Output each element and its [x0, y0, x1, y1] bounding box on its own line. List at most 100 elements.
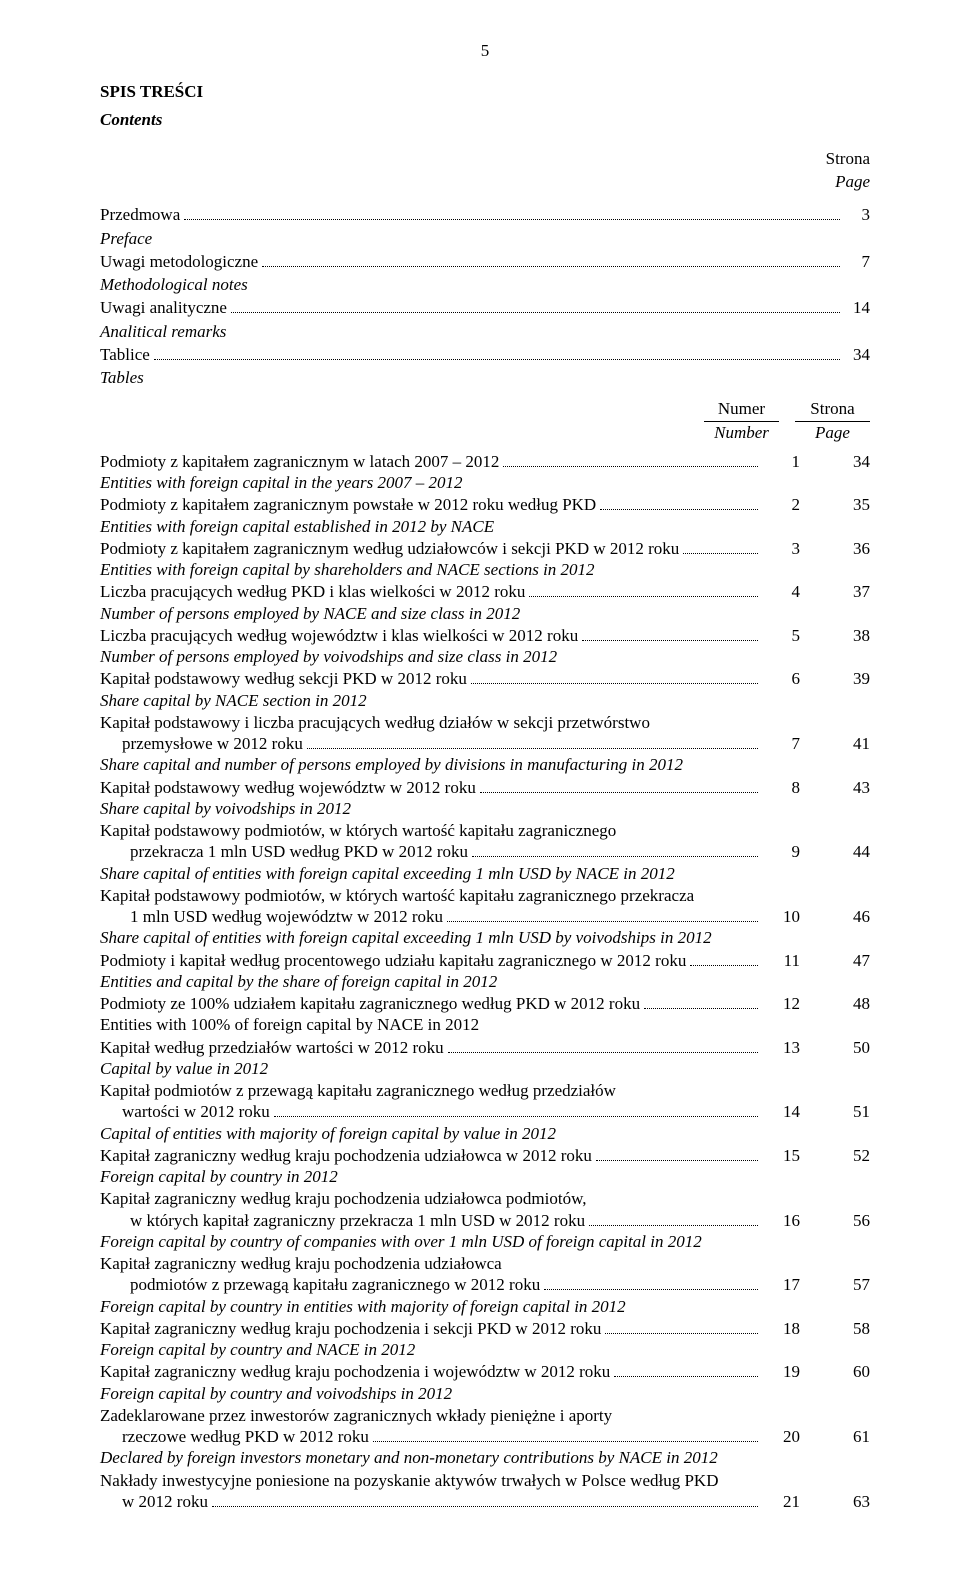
toc-title-text: Kapitał zagraniczny według kraju pochodz…	[100, 1318, 601, 1339]
heading-en: Contents	[100, 109, 870, 130]
toc-entry-page: 56	[800, 1210, 870, 1231]
toc-title-last-line: wartości w 2012 roku1451	[100, 1101, 870, 1122]
toc-entry-english: Declared by foreign investors monetary a…	[100, 1447, 870, 1468]
toc-title-text: Kapitał zagraniczny według kraju pochodz…	[100, 1361, 610, 1382]
toc-entry-english: Share capital by NACE section in 2012	[100, 690, 870, 711]
toc-entry-page: 44	[800, 841, 870, 862]
dot-leader	[274, 1103, 758, 1118]
front-page-number: 3	[846, 204, 870, 225]
toc-entry-number: 7	[764, 733, 800, 754]
dot-leader	[471, 670, 758, 685]
toc-entry-english: Foreign capital by country and voivodshi…	[100, 1383, 870, 1404]
toc-entry: Kapitał podstawowy według województw w 2…	[100, 777, 870, 820]
toc-entry: Kapitał zagraniczny według kraju pochodz…	[100, 1318, 870, 1361]
dot-leader	[262, 252, 840, 267]
toc-title-line: Kapitał podstawowy podmiotów, w których …	[100, 820, 870, 841]
toc-entry: Kapitał podmiotów z przewagą kapitału za…	[100, 1080, 870, 1144]
toc-entry-page: 63	[800, 1491, 870, 1512]
toc-entry-english: Entities with 100% of foreign capital by…	[100, 1014, 870, 1035]
toc-entry-page: 50	[800, 1037, 870, 1058]
column-label-strona: Strona	[100, 148, 870, 169]
toc-entry-page: 57	[800, 1274, 870, 1295]
toc-entry: Kapitał podstawowy według sekcji PKD w 2…	[100, 668, 870, 711]
dot-leader	[212, 1492, 758, 1507]
toc-entry-page: 51	[800, 1101, 870, 1122]
dot-leader	[529, 583, 758, 598]
toc-entry-english: Share capital of entities with foreign c…	[100, 863, 870, 884]
toc-entry-number: 16	[764, 1210, 800, 1231]
toc-title-last-line: Podmioty z kapitałem zagranicznym według…	[100, 538, 870, 559]
toc-entry: Kapitał zagraniczny według kraju pochodz…	[100, 1361, 870, 1404]
front-row: Tablice34	[100, 344, 870, 365]
toc-title-text: w których kapitał zagraniczny przekracza…	[130, 1210, 585, 1231]
dot-leader	[544, 1276, 758, 1291]
toc-title-text: Podmioty z kapitałem zagranicznym powsta…	[100, 494, 596, 515]
toc-entry-english: Entities with foreign capital by shareho…	[100, 559, 870, 580]
page-number-top: 5	[100, 40, 870, 61]
toc-title-last-line: w których kapitał zagraniczny przekracza…	[100, 1210, 870, 1231]
toc-title-text: Podmioty z kapitałem zagranicznym według…	[100, 538, 679, 559]
toc-entry-page: 58	[800, 1318, 870, 1339]
front-label-en: Methodological notes	[100, 274, 870, 295]
dot-leader	[472, 843, 758, 858]
column-label-strona-2: Strona	[795, 398, 870, 421]
toc-title-last-line: rzeczowe według PKD w 2012 roku2061	[100, 1426, 870, 1447]
toc-title-last-line: przemysłowe w 2012 roku741	[100, 733, 870, 754]
toc-title-text: w 2012 roku	[122, 1491, 208, 1512]
toc-entry-number: 21	[764, 1491, 800, 1512]
toc-entry: Kapitał zagraniczny według kraju pochodz…	[100, 1253, 870, 1317]
toc-title-last-line: Podmioty i kapitał według procentowego u…	[100, 950, 870, 971]
toc-entry-number: 13	[764, 1037, 800, 1058]
toc-title-last-line: w 2012 roku 2163	[100, 1491, 870, 1512]
toc-entry-english: Capital of entities with majority of for…	[100, 1123, 870, 1144]
toc-title-last-line: Kapitał podstawowy według sekcji PKD w 2…	[100, 668, 870, 689]
toc-title-text: Podmioty z kapitałem zagranicznym w lata…	[100, 451, 499, 472]
dot-leader	[605, 1319, 758, 1334]
toc-entry: Liczba pracujących według województw i k…	[100, 625, 870, 668]
toc-entry: Kapitał podstawowy i liczba pracujących …	[100, 712, 870, 776]
toc-entry-english: Entities with foreign capital establishe…	[100, 516, 870, 537]
toc-title-last-line: Kapitał zagraniczny według kraju pochodz…	[100, 1145, 870, 1166]
toc-entry: Liczba pracujących według PKD i klas wie…	[100, 581, 870, 624]
dot-leader	[589, 1211, 758, 1226]
dot-leader	[480, 778, 758, 793]
front-label-pl: Uwagi analityczne	[100, 297, 227, 318]
dot-leader	[447, 907, 758, 922]
toc-entry-number: 5	[764, 625, 800, 646]
toc-title-last-line: Kapitał podstawowy według województw w 2…	[100, 777, 870, 798]
toc-entry-page: 36	[800, 538, 870, 559]
front-page-number: 34	[846, 344, 870, 365]
front-row: Uwagi analityczne 14	[100, 297, 870, 318]
dot-leader	[596, 1146, 758, 1161]
toc-entry-page: 61	[800, 1426, 870, 1447]
toc-title-last-line: Liczba pracujących według PKD i klas wie…	[100, 581, 870, 602]
toc-entry-english: Entities and capital by the share of for…	[100, 971, 870, 992]
toc-entry-number: 1	[764, 451, 800, 472]
toc-entry-page: 47	[800, 950, 870, 971]
front-row: Uwagi metodologiczne7	[100, 251, 870, 272]
toc-entry-page: 46	[800, 906, 870, 927]
dot-leader	[503, 452, 758, 467]
toc-entry-page: 41	[800, 733, 870, 754]
dot-leader	[644, 994, 758, 1009]
toc-entry-english: Share capital and number of persons empl…	[100, 754, 870, 775]
dot-leader	[448, 1038, 758, 1053]
toc-entry-english: Share capital of entities with foreign c…	[100, 927, 870, 948]
front-page-number: 14	[846, 297, 870, 318]
toc-entry-page: 35	[800, 494, 870, 515]
toc-entry-number: 19	[764, 1361, 800, 1382]
toc-entry: Podmioty z kapitałem zagranicznym powsta…	[100, 494, 870, 537]
toc-title-last-line: 1 mln USD według województw w 2012 roku1…	[100, 906, 870, 927]
toc-entry-page: 60	[800, 1361, 870, 1382]
toc-title-text: Kapitał zagraniczny według kraju pochodz…	[100, 1145, 592, 1166]
column-label-numer: Numer	[704, 398, 779, 421]
toc-entry: Podmioty i kapitał według procentowego u…	[100, 950, 870, 993]
toc-title-line: Zadeklarowane przez inwestorów zagranicz…	[100, 1405, 870, 1426]
dot-leader	[231, 299, 840, 314]
toc-entry: Kapitał podstawowy podmiotów, w których …	[100, 885, 870, 949]
toc-entry-english: Foreign capital by country in 2012	[100, 1166, 870, 1187]
toc-entry-number: 2	[764, 494, 800, 515]
toc-entry-page: 48	[800, 993, 870, 1014]
toc-entry: Kapitał zagraniczny według kraju pochodz…	[100, 1145, 870, 1188]
toc-title-line: Nakłady inwestycyjne poniesione na pozys…	[100, 1470, 870, 1491]
